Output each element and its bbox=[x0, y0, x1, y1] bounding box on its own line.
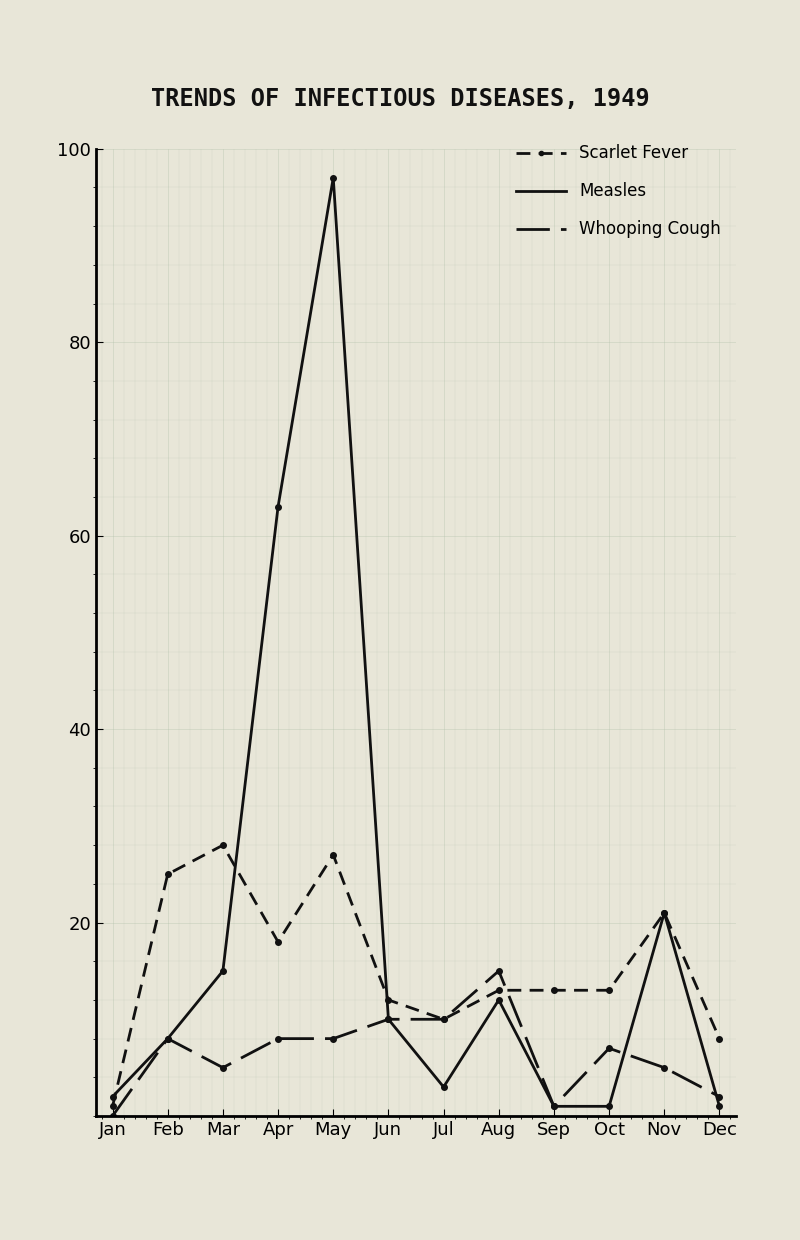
Scarlet Fever bbox=[438, 1012, 448, 1027]
Scarlet Fever bbox=[329, 847, 338, 862]
Line: Measles: Measles bbox=[110, 175, 722, 1109]
Text: TRENDS OF INFECTIOUS DISEASES, 1949: TRENDS OF INFECTIOUS DISEASES, 1949 bbox=[150, 87, 650, 112]
Measles bbox=[384, 1012, 394, 1027]
Whooping Cough bbox=[494, 963, 503, 978]
Scarlet Fever bbox=[108, 1099, 118, 1114]
Whooping Cough bbox=[384, 1012, 394, 1027]
Measles bbox=[659, 905, 669, 920]
Whooping Cough bbox=[329, 1032, 338, 1047]
Measles bbox=[329, 170, 338, 185]
Whooping Cough bbox=[218, 1060, 228, 1075]
Whooping Cough bbox=[108, 1109, 118, 1123]
Whooping Cough bbox=[714, 1089, 724, 1104]
Scarlet Fever bbox=[714, 1032, 724, 1047]
Scarlet Fever bbox=[659, 905, 669, 920]
Measles bbox=[494, 992, 503, 1007]
Whooping Cough bbox=[659, 1060, 669, 1075]
Measles bbox=[438, 1080, 448, 1095]
Measles bbox=[163, 1032, 173, 1047]
Measles bbox=[108, 1089, 118, 1104]
Scarlet Fever bbox=[604, 983, 614, 998]
Scarlet Fever bbox=[163, 867, 173, 882]
Whooping Cough bbox=[549, 1099, 558, 1114]
Measles bbox=[274, 500, 283, 515]
Measles bbox=[549, 1099, 558, 1114]
Line: Scarlet Fever: Scarlet Fever bbox=[110, 842, 722, 1109]
Scarlet Fever bbox=[274, 935, 283, 950]
Whooping Cough bbox=[604, 1040, 614, 1055]
Whooping Cough bbox=[163, 1032, 173, 1047]
Whooping Cough bbox=[438, 1012, 448, 1027]
Legend: Scarlet Fever, Measles, Whooping Cough: Scarlet Fever, Measles, Whooping Cough bbox=[510, 138, 728, 246]
Whooping Cough bbox=[274, 1032, 283, 1047]
Scarlet Fever bbox=[494, 983, 503, 998]
Measles bbox=[218, 963, 228, 978]
Scarlet Fever bbox=[384, 992, 394, 1007]
Scarlet Fever bbox=[218, 838, 228, 853]
Scarlet Fever bbox=[549, 983, 558, 998]
Measles bbox=[604, 1099, 614, 1114]
Measles bbox=[714, 1099, 724, 1114]
Line: Whooping Cough: Whooping Cough bbox=[110, 968, 722, 1118]
